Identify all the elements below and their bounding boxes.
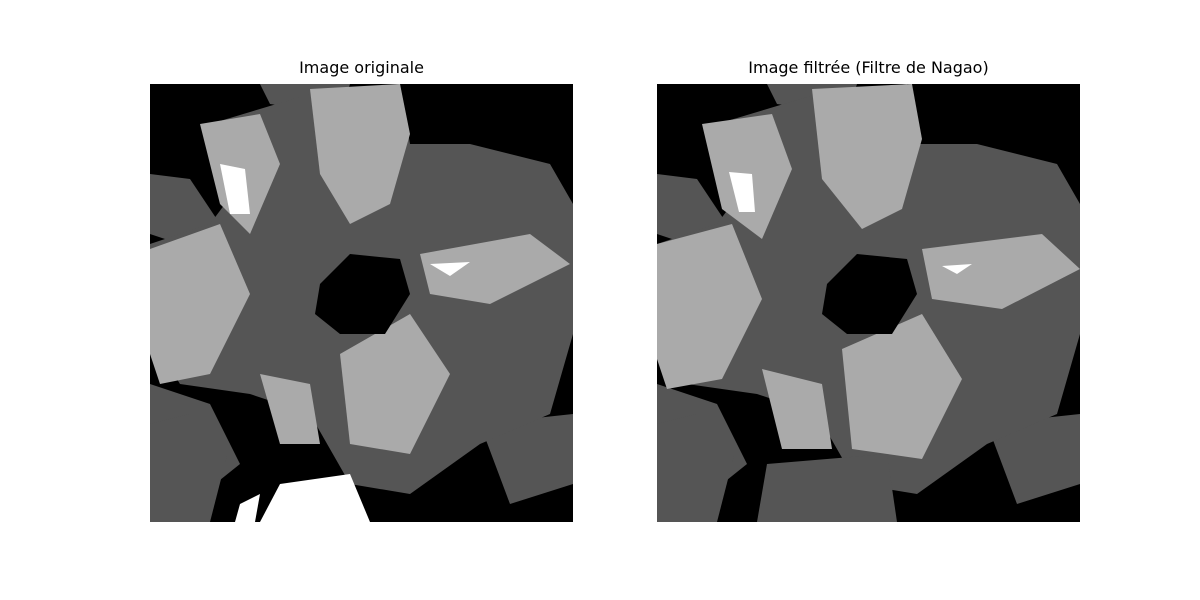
original-image — [150, 84, 573, 522]
panel-title-original: Image originale — [299, 58, 424, 77]
panel-title-filtered: Image filtrée (Filtre de Nagao) — [748, 58, 989, 77]
filtered-image — [657, 84, 1080, 522]
